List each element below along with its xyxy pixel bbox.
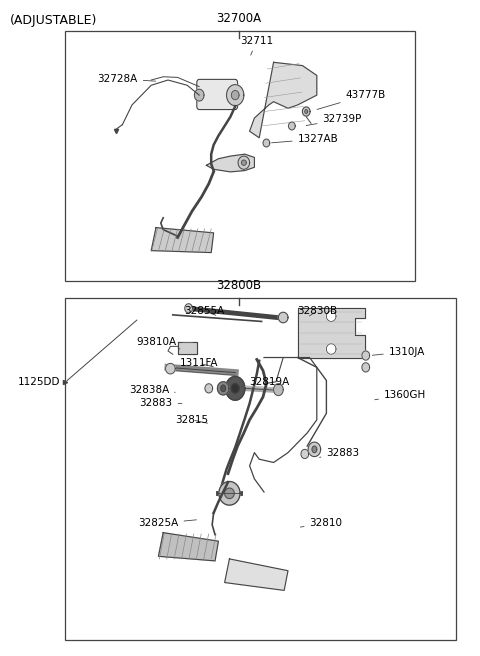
Polygon shape [362, 363, 370, 372]
Text: 32800B: 32800B [216, 279, 261, 292]
Polygon shape [194, 89, 204, 101]
Polygon shape [238, 156, 250, 169]
Polygon shape [326, 344, 336, 354]
Polygon shape [219, 482, 240, 505]
Polygon shape [206, 154, 254, 172]
Polygon shape [227, 85, 244, 106]
Text: 32711: 32711 [240, 35, 274, 55]
Polygon shape [166, 363, 175, 374]
Polygon shape [151, 228, 214, 253]
Text: 32825A: 32825A [138, 518, 196, 529]
Text: 32819A: 32819A [241, 377, 290, 387]
Polygon shape [225, 488, 234, 499]
Polygon shape [288, 122, 295, 130]
Polygon shape [312, 446, 317, 453]
Bar [65, 31, 415, 281]
Polygon shape [241, 160, 246, 165]
Polygon shape [362, 351, 370, 360]
Polygon shape [225, 559, 288, 590]
Text: 32883: 32883 [320, 447, 360, 458]
Text: 32855A: 32855A [184, 306, 224, 316]
Text: 1360GH: 1360GH [375, 390, 426, 400]
Polygon shape [298, 308, 365, 358]
Polygon shape [263, 139, 270, 147]
Bar [65, 298, 456, 640]
Polygon shape [274, 384, 283, 396]
Polygon shape [226, 377, 245, 400]
Polygon shape [305, 110, 308, 113]
Polygon shape [178, 342, 197, 354]
Text: 32739P: 32739P [306, 114, 362, 125]
Polygon shape [205, 384, 213, 393]
Polygon shape [250, 62, 317, 138]
Text: 1125DD: 1125DD [18, 377, 65, 387]
Text: 32700A: 32700A [216, 12, 261, 25]
Text: (ADJUSTABLE): (ADJUSTABLE) [10, 14, 97, 28]
Text: 1310JA: 1310JA [372, 346, 425, 357]
Polygon shape [231, 91, 239, 100]
Polygon shape [185, 304, 192, 313]
Polygon shape [158, 533, 218, 561]
Polygon shape [302, 107, 310, 116]
Polygon shape [326, 311, 336, 321]
Text: 1327AB: 1327AB [272, 134, 338, 144]
Text: 32815: 32815 [175, 415, 209, 425]
Polygon shape [231, 384, 239, 393]
Text: 32830B: 32830B [297, 306, 337, 316]
Polygon shape [217, 382, 229, 395]
Text: 32810: 32810 [300, 518, 343, 529]
Polygon shape [278, 312, 288, 323]
Polygon shape [301, 449, 309, 459]
Polygon shape [221, 385, 226, 392]
Text: 32883: 32883 [139, 398, 182, 409]
Polygon shape [308, 442, 321, 457]
Text: 93810A: 93810A [136, 337, 180, 349]
FancyBboxPatch shape [197, 79, 238, 110]
Text: 32728A: 32728A [97, 73, 156, 84]
Text: 32838A: 32838A [129, 384, 175, 395]
Text: 43777B: 43777B [317, 90, 386, 110]
Text: 1311FA: 1311FA [180, 358, 218, 369]
